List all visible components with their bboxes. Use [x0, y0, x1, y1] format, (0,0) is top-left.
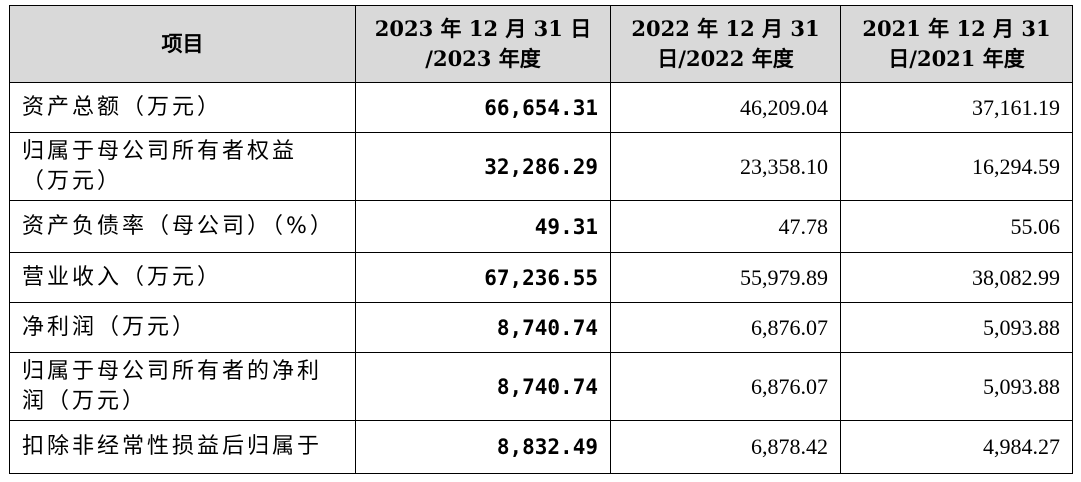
table-row: 净利润（万元） 8,740.74 6,876.07 5,093.88 — [9, 302, 1073, 353]
value-cell: 38,082.99 — [840, 252, 1073, 303]
value-cell: 5,093.88 — [840, 302, 1073, 353]
value-cell: 66,654.31 — [355, 82, 611, 133]
table-row: 营业收入（万元） 67,236.55 55,979.89 38,082.99 — [9, 252, 1073, 303]
cell-line: 营业收入（万元） — [22, 264, 223, 290]
cell-line: 2021 年 12 月 31 — [862, 16, 1051, 41]
header-row: 项目 2023 年 12 月 31 日/2023 年度 2022 年 12 月 31… — [9, 5, 1073, 83]
value-cell: 5,093.88 — [840, 352, 1073, 421]
value-cell: 23,358.10 — [610, 132, 841, 201]
table-row: 扣除非经常性损益后归属于 8,832.49 6,878.42 4,984.27 — [9, 420, 1073, 474]
cell-line: 项目 — [161, 31, 204, 56]
cell-line: 归属于母公司所有者权益 — [22, 138, 298, 164]
table-row: 资产负债率（母公司）（%） 49.31 47.78 55.06 — [9, 200, 1073, 253]
value-cell: 37,161.19 — [840, 82, 1073, 133]
value-cell: 8,740.74 — [355, 302, 611, 353]
row-label: 营业收入（万元） — [9, 252, 356, 303]
table-row: 归属于母公司所有者权益 （万元） 32,286.29 23,358.10 16,294.… — [9, 132, 1073, 201]
value-cell: 6,878.42 — [610, 420, 841, 474]
value-cell: 46,209.04 — [610, 82, 841, 133]
value-cell: 55.06 — [840, 200, 1073, 253]
value-cell: 47.78 — [610, 200, 841, 253]
table-row: 资产总额（万元） 66,654.31 46,209.04 37,161.19 — [9, 82, 1073, 133]
header-cell: 项目 — [9, 5, 356, 83]
cell-line: 日/2021 年度 — [888, 46, 1025, 71]
row-label: 归属于母公司所有者权益 （万元） — [9, 132, 356, 201]
value-cell: 67,236.55 — [355, 252, 611, 303]
cell-line: 2023 年 12 月 31 日 — [374, 16, 592, 41]
header-cell: 2021 年 12 月 31 日/2021 年度 — [840, 5, 1073, 83]
cell-line: /2023 年度 — [425, 46, 541, 71]
cell-line: 净利润（万元） — [22, 314, 198, 340]
header-cell: 2023 年 12 月 31 日/2023 年度 — [355, 5, 611, 83]
cell-line: 润（万元） — [22, 388, 148, 414]
row-label: 资产总额（万元） — [9, 82, 356, 133]
value-cell: 16,294.59 — [840, 132, 1073, 201]
cell-line: 资产负债率（母公司）（%） — [22, 213, 335, 239]
row-label: 扣除非经常性损益后归属于 — [9, 420, 356, 474]
cell-line: （万元） — [22, 168, 123, 194]
row-label: 资产负债率（母公司）（%） — [9, 200, 356, 253]
value-cell: 32,286.29 — [355, 132, 611, 201]
cell-line: 日/2022 年度 — [657, 46, 794, 71]
cell-line: 归属于母公司所有者的净利 — [22, 358, 323, 384]
row-label: 净利润（万元） — [9, 302, 356, 353]
value-cell: 6,876.07 — [610, 352, 841, 421]
cell-line: 资产总额（万元） — [22, 94, 223, 120]
value-cell: 55,979.89 — [610, 252, 841, 303]
value-cell: 4,984.27 — [840, 420, 1073, 474]
cell-line: 2022 年 12 月 31 — [631, 16, 820, 41]
cell-line: 扣除非经常性损益后归属于 — [22, 434, 323, 459]
value-cell: 8,832.49 — [355, 420, 611, 474]
value-cell: 6,876.07 — [610, 302, 841, 353]
data-table: 项目 2023 年 12 月 31 日/2023 年度 2022 年 12 月 31… — [9, 5, 1073, 474]
row-label: 归属于母公司所有者的净利 润（万元） — [9, 352, 356, 421]
value-cell: 8,740.74 — [355, 352, 611, 421]
header-cell: 2022 年 12 月 31 日/2022 年度 — [610, 5, 841, 83]
table-row: 归属于母公司所有者的净利 润（万元） 8,740.74 6,876.07 5,093.8… — [9, 352, 1073, 421]
value-cell: 49.31 — [355, 200, 611, 253]
